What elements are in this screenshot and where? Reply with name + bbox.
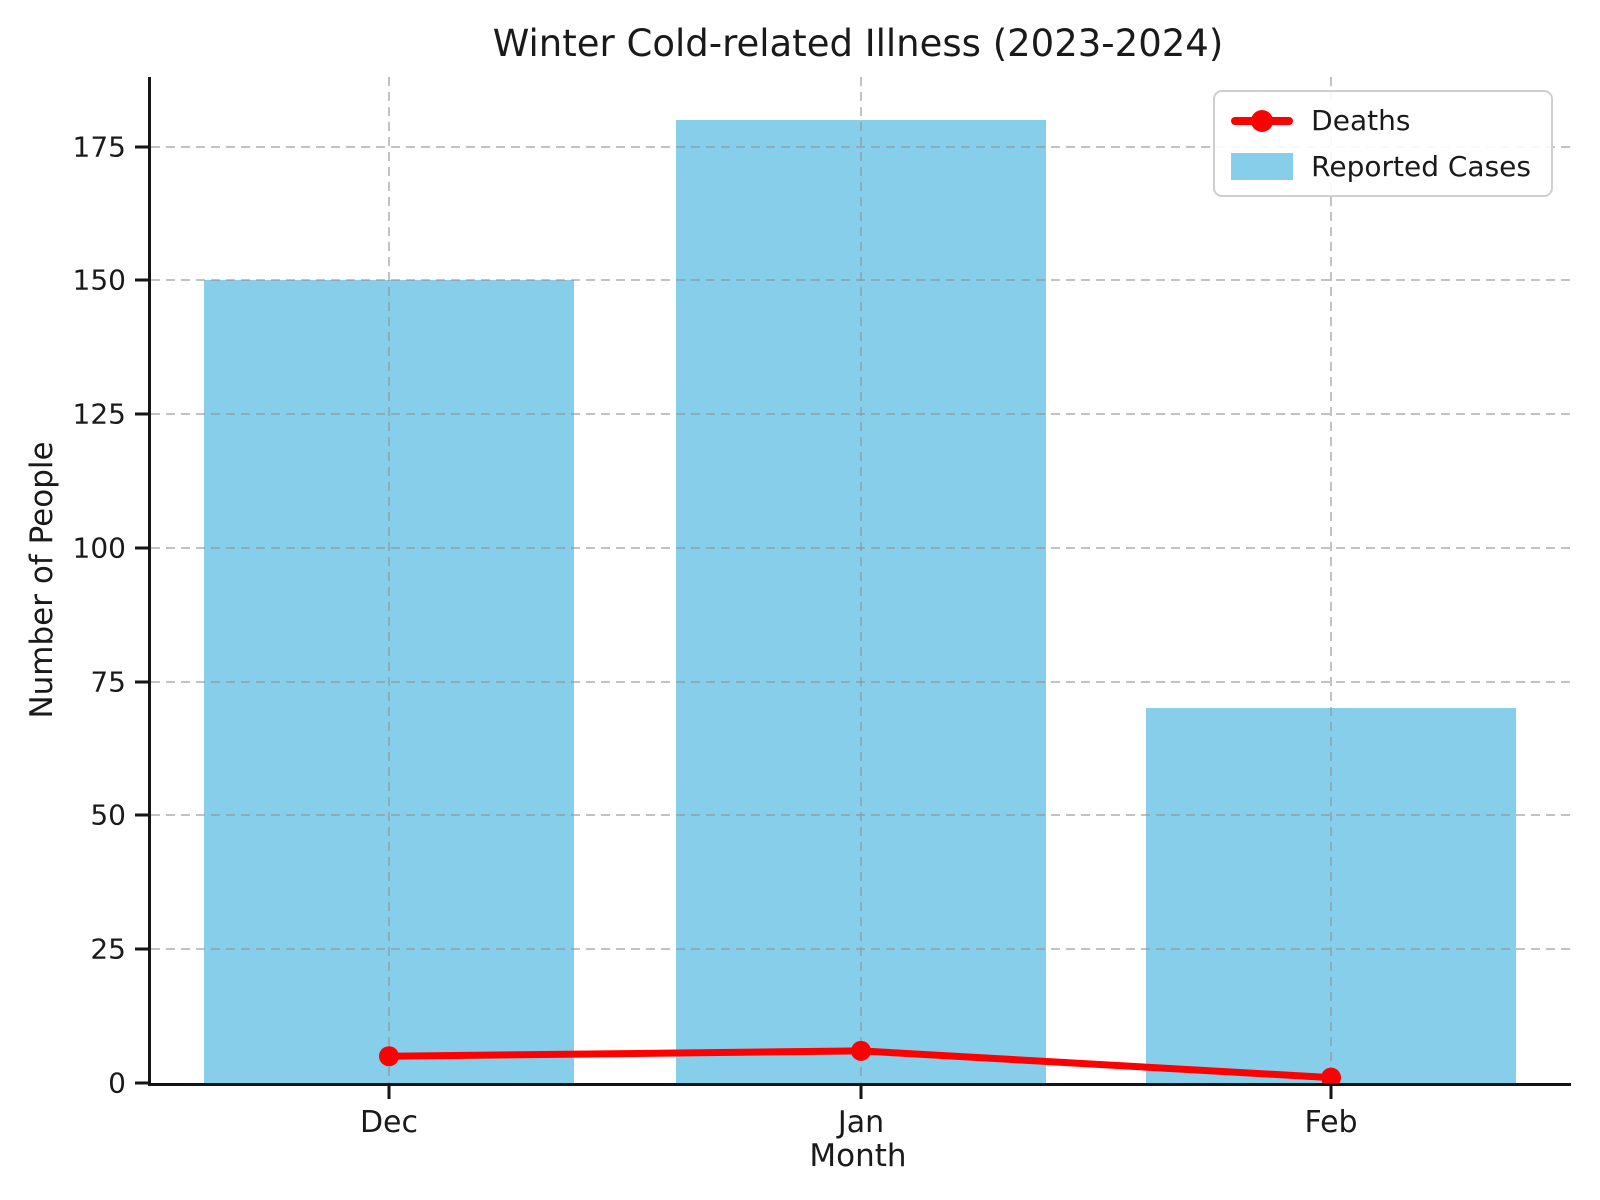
ytick-label-175: 175 <box>72 130 126 164</box>
ytick-label-100: 100 <box>72 531 126 565</box>
gridline-x-jan <box>860 77 862 1083</box>
legend-label-deaths: Deaths <box>1311 104 1411 137</box>
ytick-mark-25 <box>135 947 148 951</box>
x-axis-label: Month <box>809 1138 907 1174</box>
legend-item-reported-cases: Reported Cases <box>1231 150 1531 183</box>
chart-title: Winter Cold-related Illness (2023-2024) <box>492 22 1224 65</box>
gridline-x-dec <box>387 77 390 1083</box>
ytick-label-0: 0 <box>108 1066 126 1100</box>
xtick-label-dec: Dec <box>359 1105 419 1140</box>
deaths-line-marker-icon <box>1231 107 1294 135</box>
ytick-label-125: 125 <box>72 397 126 431</box>
xtick-label-jan: Jan <box>837 1105 885 1140</box>
legend: Deaths Reported Cases <box>1213 90 1553 197</box>
ytick-label-75: 75 <box>90 665 126 699</box>
deaths-point-jan <box>851 1040 871 1061</box>
deaths-line-layer <box>378 1040 1342 1083</box>
legend-item-deaths: Deaths <box>1231 104 1531 137</box>
ytick-mark-175 <box>135 145 148 149</box>
y-axis-label: Number of People <box>24 441 60 719</box>
ytick-mark-150 <box>135 278 148 282</box>
xtick-mark-feb <box>1329 1086 1333 1099</box>
xtick-mark-jan <box>859 1086 863 1099</box>
xtick-label-feb: Feb <box>1304 1105 1358 1140</box>
ytick-mark-0 <box>135 1081 148 1085</box>
deaths-point-dec <box>378 1046 399 1067</box>
legend-label-reported-cases: Reported Cases <box>1311 150 1531 183</box>
ytick-label-150: 150 <box>72 263 126 297</box>
reported-cases-swatch-icon <box>1231 153 1294 181</box>
ytick-mark-75 <box>135 680 148 684</box>
deaths-point-feb <box>1321 1067 1342 1083</box>
ytick-mark-100 <box>135 546 148 550</box>
ytick-mark-50 <box>135 813 148 817</box>
ytick-label-25: 25 <box>90 932 126 966</box>
ytick-mark-125 <box>135 412 148 416</box>
plot-area: 0 25 50 75 100 125 150 175 Dec Jan Feb <box>73 77 1571 1140</box>
gridline-x-feb <box>1330 77 1333 1083</box>
xtick-mark-dec <box>387 1086 391 1099</box>
ytick-label-50: 50 <box>90 798 126 832</box>
